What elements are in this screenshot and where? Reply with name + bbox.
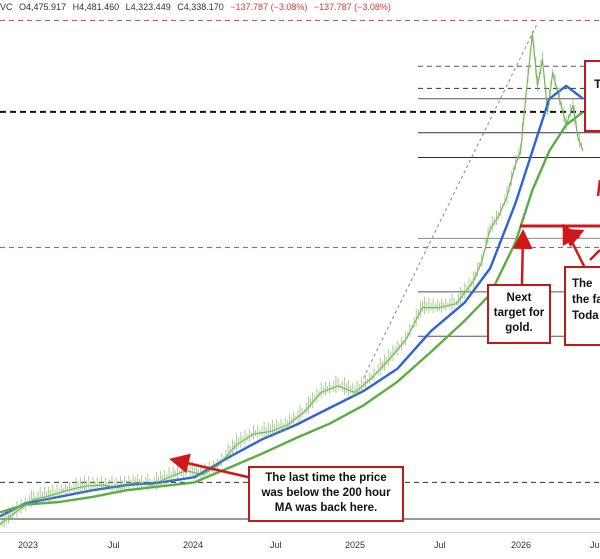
ma-100-line [0, 84, 584, 518]
x-tick-label: 2026 [511, 540, 532, 550]
x-tick-label: 2025 [345, 540, 366, 550]
x-axis-line [0, 532, 600, 533]
low-value: L4,323.449 [125, 2, 171, 12]
x-tick-label: Jul [108, 540, 120, 550]
annotation-partial-top: T [584, 60, 600, 132]
x-tick-label: 2023 [18, 540, 39, 550]
open-value: O4,475.917 [19, 2, 67, 12]
annotation-next-target: Next target for gold. [487, 284, 551, 344]
arrow-right-lower [589, 249, 600, 261]
ma-200-line [0, 110, 584, 514]
change-value: −137.787 (−3.08%) [230, 2, 308, 12]
symbol-tail: VC [0, 2, 13, 12]
high-value: H4,481.460 [72, 2, 120, 12]
arrow-to-last-time [169, 453, 253, 480]
annotation-partial-right: The the fa Toda [564, 266, 600, 346]
annotation-last-time-below-ma: The last time the price was below the 20… [248, 466, 404, 522]
arrow-next-target [512, 229, 533, 285]
x-tick-label: Jul [270, 540, 282, 550]
change-value-2: −137.787 (−3.08%) [313, 2, 391, 12]
ohlc-readout: VC O4,475.917 H4,481.460 L4,323.449 C4,3… [0, 2, 395, 12]
arrow-target-up [562, 223, 587, 269]
x-tick-label: 2024 [183, 540, 204, 550]
price-line [0, 33, 584, 525]
x-tick-label: Jul [590, 540, 600, 550]
close-value: C4,338.170 [177, 2, 224, 12]
x-tick-label: Jul [434, 540, 446, 550]
